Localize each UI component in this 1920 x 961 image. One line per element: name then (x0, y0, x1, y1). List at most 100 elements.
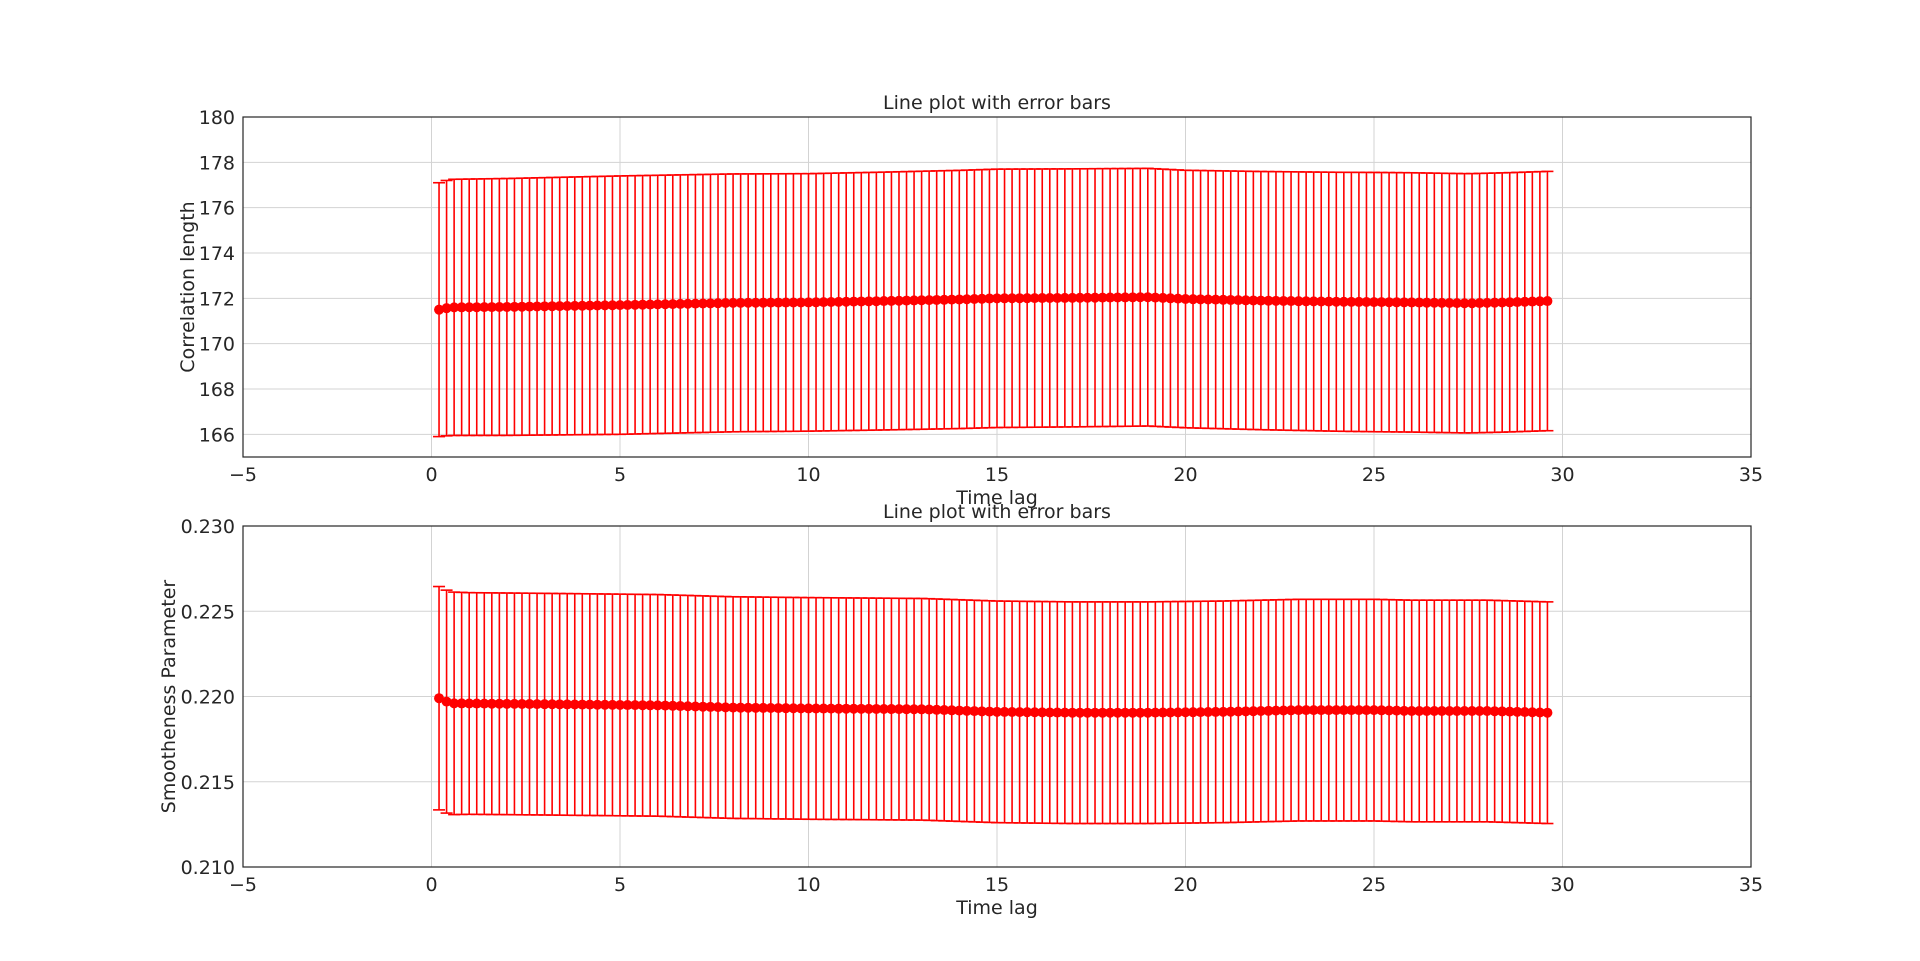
axes-frame (242, 525, 1752, 868)
data-point (449, 698, 460, 709)
data-point (961, 294, 972, 305)
data-point (811, 703, 822, 714)
data-point (848, 296, 859, 307)
data-point (1248, 706, 1259, 717)
data-point (1436, 705, 1447, 716)
data-point (434, 693, 445, 704)
data-point (1399, 297, 1410, 308)
data-point (1105, 292, 1116, 303)
data-point (1112, 707, 1123, 718)
data-point (1022, 707, 1033, 718)
data-point (1120, 292, 1131, 303)
data-point (1369, 297, 1379, 308)
data-point (1391, 705, 1402, 716)
x-tick-label: 10 (796, 874, 820, 896)
data-point (690, 298, 701, 309)
data-point (992, 293, 1002, 304)
chart-title: Line plot with error bars (883, 92, 1111, 114)
data-point (743, 297, 754, 308)
data-point (494, 698, 505, 709)
data-point (773, 703, 784, 714)
data-point (1444, 298, 1455, 309)
data-point (584, 300, 595, 311)
data-point (893, 704, 904, 715)
data-point (1301, 705, 1312, 716)
data-point (750, 297, 761, 308)
data-point (886, 295, 897, 306)
data-point (547, 301, 558, 312)
data-point (1090, 292, 1101, 303)
data-point (818, 703, 829, 714)
data-point (660, 700, 671, 711)
data-point (1090, 707, 1101, 718)
y-tick-label: 180 (199, 107, 235, 129)
data-point (1263, 705, 1274, 716)
data-point (1301, 296, 1312, 307)
data-point (1172, 293, 1183, 304)
data-point (1504, 706, 1515, 717)
data-point (645, 299, 656, 310)
data-point (1097, 707, 1108, 718)
data-point (735, 297, 746, 308)
data-point (1293, 705, 1304, 716)
data-point (501, 698, 512, 709)
x-tick-label: 10 (796, 464, 820, 486)
data-point (1331, 705, 1342, 716)
data-point (811, 297, 822, 308)
data-point (675, 701, 686, 712)
data-point (826, 297, 837, 308)
data-point (946, 294, 957, 305)
data-point (1014, 707, 1025, 718)
data-point (788, 703, 799, 714)
data-point (524, 301, 535, 312)
data-point (501, 301, 512, 312)
data-point (901, 295, 912, 306)
data-point (1384, 297, 1395, 308)
data-point (780, 297, 791, 308)
data-point (479, 302, 490, 313)
y-tick-label: 0.225 (181, 601, 235, 623)
data-point (1135, 707, 1146, 718)
data-point (743, 702, 754, 713)
data-point (1346, 296, 1357, 307)
data-point (1082, 292, 1093, 303)
data-point (1074, 707, 1085, 718)
data-point (1180, 707, 1191, 718)
data-point (449, 302, 460, 313)
data-point (992, 706, 1002, 717)
data-point (637, 700, 648, 711)
data-point (1067, 292, 1078, 303)
data-point (584, 699, 595, 710)
data-point (765, 703, 776, 714)
data-point (1467, 705, 1478, 716)
data-point (1210, 294, 1221, 305)
data-point (1150, 292, 1161, 303)
data-point (1482, 297, 1493, 308)
data-point (1346, 705, 1357, 716)
data-point (456, 302, 467, 313)
data-point (599, 699, 610, 710)
data-point (1142, 707, 1153, 718)
data-point (1203, 707, 1214, 718)
data-point (456, 698, 467, 709)
data-point (886, 704, 897, 715)
data-point (554, 301, 565, 312)
data-point (1421, 297, 1432, 308)
smoothness-parameter-plot: −5 0 5 10 15 20 25 30 35 0.210 0.215 0.220 0.225 0.23… (158, 501, 1763, 919)
data-point (976, 706, 987, 717)
data-point (1105, 707, 1116, 718)
y-tick-label: 172 (199, 288, 235, 310)
data-point (1278, 705, 1289, 716)
data-point (645, 700, 656, 711)
chart-title: Line plot with error bars (883, 501, 1111, 523)
data-point (1270, 705, 1281, 716)
data-point (592, 699, 603, 710)
data-point (1353, 705, 1364, 716)
data-point (1044, 293, 1055, 304)
data-point (833, 703, 844, 714)
data-point (856, 296, 867, 307)
data-point (1534, 707, 1545, 718)
data-point (954, 705, 965, 716)
data-point (1007, 707, 1018, 718)
